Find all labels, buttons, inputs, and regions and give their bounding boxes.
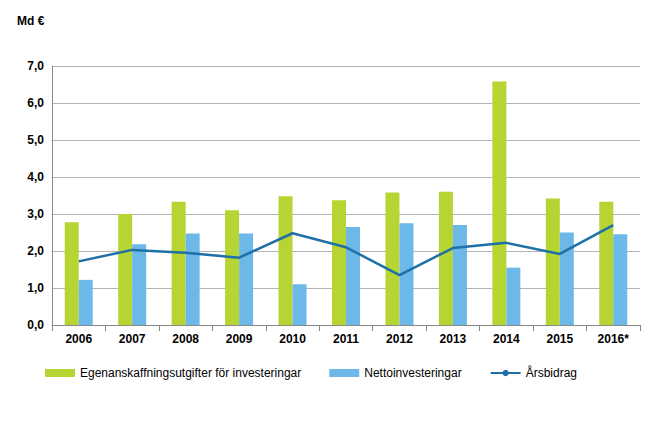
svg-text:2006: 2006 <box>65 332 92 346</box>
svg-text:Md €: Md € <box>17 14 45 28</box>
svg-text:2,0: 2,0 <box>27 244 44 258</box>
svg-text:2015: 2015 <box>546 332 573 346</box>
svg-text:2009: 2009 <box>226 332 253 346</box>
svg-text:5,0: 5,0 <box>27 133 44 147</box>
svg-text:7,0: 7,0 <box>27 59 44 73</box>
svg-text:6,0: 6,0 <box>27 96 44 110</box>
svg-text:3,0: 3,0 <box>27 207 44 221</box>
svg-text:2011: 2011 <box>333 332 359 346</box>
svg-text:Egenanskaffningsutgifter för i: Egenanskaffningsutgifter för investering… <box>80 366 301 380</box>
svg-text:1,0: 1,0 <box>27 281 44 295</box>
svg-text:Nettoinvesteringar: Nettoinvesteringar <box>364 366 461 380</box>
svg-text:2010: 2010 <box>279 332 306 346</box>
svg-text:2012: 2012 <box>386 332 413 346</box>
svg-text:4,0: 4,0 <box>27 170 44 184</box>
svg-text:Årsbidrag: Årsbidrag <box>526 365 577 380</box>
svg-text:0,0: 0,0 <box>27 318 44 332</box>
svg-text:2014: 2014 <box>493 332 520 346</box>
svg-text:2016*: 2016* <box>598 332 630 346</box>
svg-text:2007: 2007 <box>119 332 146 346</box>
svg-text:2013: 2013 <box>440 332 467 346</box>
svg-text:2008: 2008 <box>172 332 199 346</box>
